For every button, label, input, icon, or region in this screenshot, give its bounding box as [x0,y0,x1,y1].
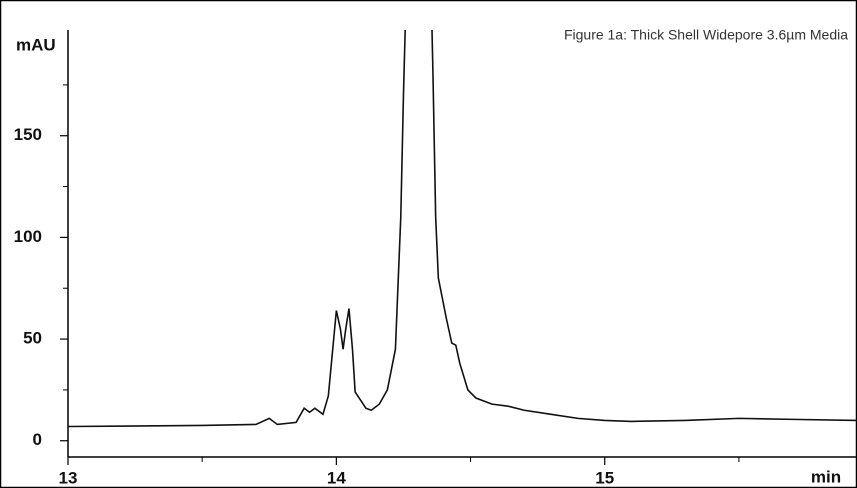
x-axis-label: min [811,467,841,486]
y-tick-label: 150 [14,125,42,144]
y-axis-label: mAU [16,35,56,54]
y-tick-label: 50 [23,329,42,348]
y-tick-label: 100 [14,227,42,246]
x-tick-label: 13 [59,468,78,487]
chart-title: Figure 1a: Thick Shell Widepore 3.6µm Me… [564,27,848,43]
y-tick-label: 0 [33,430,42,449]
x-tick-label: 15 [595,468,614,487]
trace [68,30,857,428]
x-tick-label: 14 [327,468,346,487]
